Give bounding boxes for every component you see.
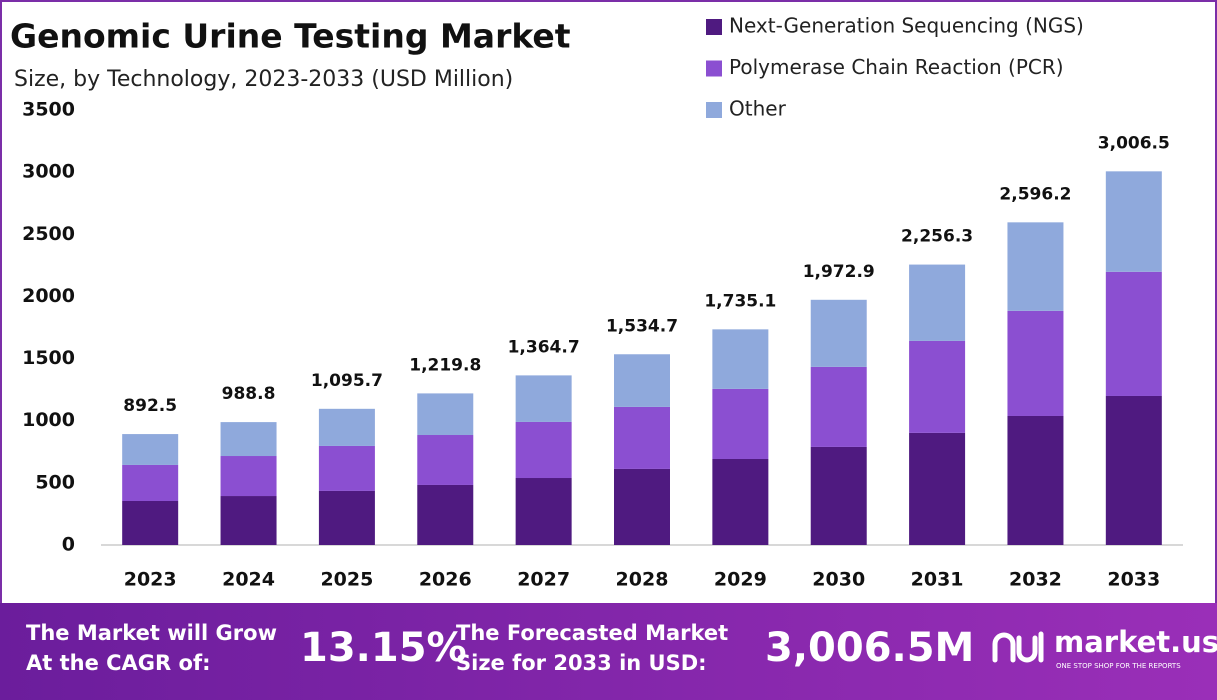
footer-text: At the CAGR of:: [26, 651, 211, 675]
bar-segment: [122, 464, 179, 502]
tagline: ONE STOP SHOP FOR THE REPORTS: [1056, 662, 1181, 670]
y-tick-label: 1500: [22, 347, 75, 369]
bar-segment: [515, 375, 572, 422]
bar-segment: [417, 393, 474, 436]
y-tick-label: 2500: [22, 223, 75, 245]
footer-text: The Market will Grow: [26, 621, 277, 645]
bar-segment: [810, 366, 867, 447]
bar-segment: [220, 422, 277, 457]
bar-segment: [909, 264, 966, 341]
forecast-value: 3,006.5M: [765, 625, 974, 671]
total-label: 988.8: [222, 384, 276, 404]
x-tick-label: 2023: [124, 569, 177, 591]
bar-segment: [417, 435, 474, 485]
x-tick-label: 2025: [320, 569, 373, 591]
brand: market.us: [1054, 625, 1217, 659]
total-label: 1,972.9: [803, 262, 875, 282]
y-tick-label: 2000: [22, 285, 75, 307]
bar-segment: [220, 496, 277, 545]
y-tick-label: 1000: [22, 409, 75, 431]
bar-segment: [1007, 222, 1064, 311]
bar-segment: [1105, 271, 1162, 396]
bar-segment: [712, 388, 769, 459]
bar-segment: [1105, 395, 1162, 545]
bar-segment: [515, 478, 572, 545]
total-label: 892.5: [123, 396, 177, 416]
bar-segment: [122, 501, 179, 545]
bar-segment: [614, 468, 670, 545]
legend-swatch: [706, 60, 722, 77]
bar-segment: [1105, 171, 1162, 272]
chart-subtitle: Size, by Technology, 2023-2033 (USD Mill…: [14, 67, 513, 92]
legend-label: Polymerase Chain Reaction (PCR): [729, 55, 1064, 79]
total-label: 1,735.1: [704, 291, 776, 311]
cagr-value: 13.15%: [300, 625, 467, 671]
bar-segment: [1007, 415, 1064, 545]
total-label: 3,006.5: [1098, 133, 1170, 153]
footer-banner: The Market will Grow At the CAGR of: 13.…: [0, 603, 1217, 700]
y-tick-label: 3500: [22, 99, 75, 121]
bar-segment: [417, 484, 474, 545]
bar-segment: [318, 408, 375, 446]
bar-segment: [712, 458, 769, 545]
x-tick-label: 2027: [517, 569, 570, 591]
x-tick-label: 2026: [419, 569, 472, 591]
total-label: 1,364.7: [508, 337, 580, 357]
x-tick-label: 2024: [222, 569, 275, 591]
total-label: 1,534.7: [606, 316, 678, 336]
legend-label: Next-Generation Sequencing (NGS): [729, 14, 1084, 38]
bar-segment: [318, 445, 375, 491]
legend-swatch: [706, 102, 722, 118]
bar-segment: [810, 299, 867, 367]
bar-segment: [220, 456, 277, 497]
chart-title: Genomic Urine Testing Market: [10, 17, 571, 56]
footer-text: Size for 2033 in USD:: [456, 651, 707, 675]
legend-swatch: [706, 19, 722, 35]
bar-segment: [909, 432, 966, 545]
bar-segment: [614, 354, 670, 407]
bar-segment: [909, 340, 966, 433]
legend-label: Other: [729, 97, 787, 121]
footer-text: The Forecasted Market: [456, 621, 728, 645]
x-tick-label: 2033: [1107, 569, 1160, 591]
total-label: 1,095.7: [311, 371, 383, 391]
total-label: 2,596.2: [999, 184, 1071, 204]
bar-segment: [122, 434, 179, 465]
y-tick-label: 500: [35, 471, 75, 493]
y-tick-label: 0: [62, 534, 75, 556]
x-tick-label: 2030: [812, 569, 865, 591]
x-tick-label: 2032: [1009, 569, 1062, 591]
x-tick-label: 2028: [616, 569, 669, 591]
bar-segment: [614, 406, 670, 469]
bar-segment: [712, 329, 769, 389]
y-tick-label: 3000: [22, 161, 75, 183]
x-tick-label: 2031: [911, 569, 964, 591]
bar-segment: [1007, 310, 1064, 416]
x-tick-label: 2029: [714, 569, 767, 591]
total-label: 1,219.8: [409, 355, 481, 375]
bar-segment: [810, 446, 867, 545]
bar-segment: [318, 490, 375, 545]
logo-icon: [992, 631, 1044, 663]
total-label: 2,256.3: [901, 227, 973, 247]
bar-segment: [515, 421, 572, 479]
